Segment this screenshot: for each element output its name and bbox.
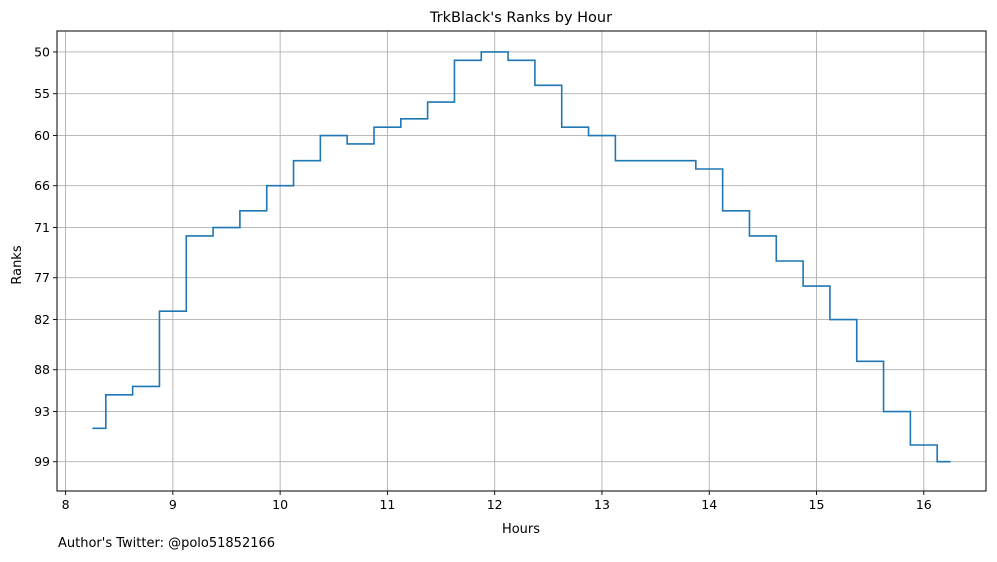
y-tick-label: 99 [34, 454, 50, 469]
y-tick-label: 55 [34, 86, 50, 101]
y-axis-label: Ranks [10, 245, 25, 284]
y-tick-label: 88 [34, 362, 50, 377]
y-axis-ticks: 50 55 60 66 71 77 82 88 93 99 [34, 44, 57, 469]
x-tick-label: 16 [916, 497, 932, 512]
x-tick-label: 13 [594, 497, 610, 512]
x-axis-ticks: 8 9 10 11 12 13 14 15 16 [62, 491, 932, 512]
x-tick-label: 14 [701, 497, 717, 512]
y-tick-label: 82 [34, 312, 50, 327]
x-tick-label: 9 [169, 497, 177, 512]
y-tick-label: 77 [34, 270, 50, 285]
rank-step-line [92, 51, 951, 463]
author-twitter-caption: Author's Twitter: @polo51852166 [58, 536, 276, 551]
chart-title: TrkBlack's Ranks by Hour [429, 10, 612, 26]
y-tick-label: 50 [34, 44, 50, 59]
y-tick-label: 93 [34, 404, 50, 419]
y-tick-label: 66 [34, 178, 50, 193]
grid-lines [57, 31, 986, 491]
x-tick-label: 10 [272, 497, 288, 512]
y-tick-label: 71 [34, 220, 50, 235]
y-tick-label: 60 [34, 128, 50, 143]
x-tick-label: 11 [379, 497, 395, 512]
x-tick-label: 15 [809, 497, 825, 512]
x-axis-label: Hours [502, 522, 540, 537]
x-tick-label: 8 [62, 497, 70, 512]
plot-frame [56, 30, 987, 492]
x-tick-label: 12 [487, 497, 503, 512]
